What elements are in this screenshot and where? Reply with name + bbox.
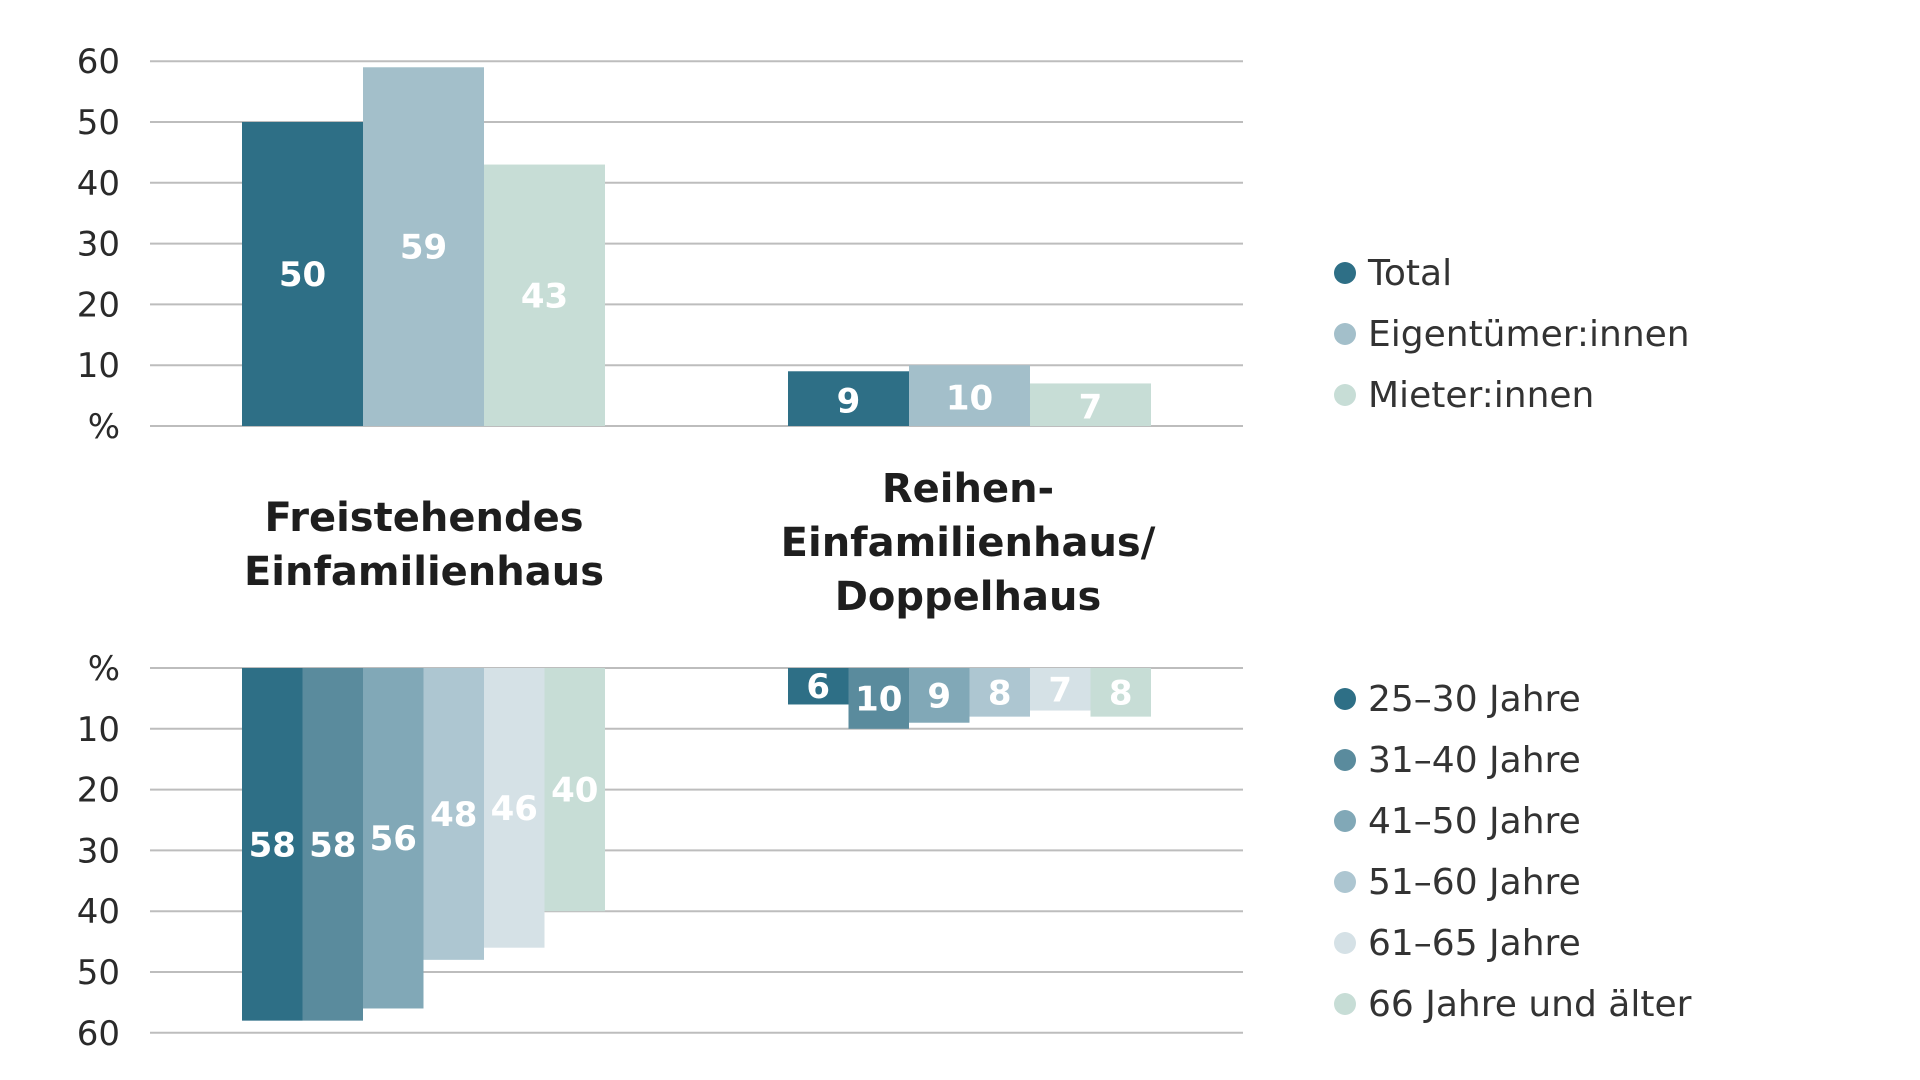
- legend-label: Eigentümer:innen: [1368, 314, 1690, 355]
- data-label: 8: [988, 673, 1012, 713]
- data-label: 59: [400, 228, 447, 268]
- legend-label: 41–50 Jahre: [1368, 801, 1581, 842]
- category-label-line: Einfamilienhaus/: [781, 520, 1156, 566]
- y-tick-label: 30: [77, 831, 120, 871]
- legend-marker: [1334, 323, 1356, 345]
- legend-marker: [1334, 384, 1356, 406]
- bar: [969, 668, 1030, 717]
- legend-label: 31–40 Jahre: [1368, 740, 1581, 781]
- category-label-line: Doppelhaus: [835, 574, 1102, 620]
- bar: [242, 122, 363, 426]
- bar: [788, 668, 849, 705]
- data-label: 40: [551, 771, 598, 811]
- y-tick-label: 60: [77, 1014, 120, 1054]
- data-label: 48: [430, 795, 477, 835]
- data-label: 56: [370, 819, 417, 859]
- bar: [848, 668, 909, 729]
- y-tick-label: 60: [77, 42, 120, 82]
- bar: [242, 668, 303, 1021]
- bar: [1030, 668, 1091, 711]
- legend-label: 66 Jahre und älter: [1368, 984, 1692, 1025]
- bar: [484, 164, 605, 426]
- legend-marker: [1334, 749, 1356, 771]
- y-tick-label: 50: [77, 103, 120, 143]
- data-label: 7: [1048, 670, 1072, 710]
- data-label: 58: [249, 825, 296, 865]
- legend-label: 61–65 Jahre: [1368, 923, 1581, 964]
- bar: [544, 668, 605, 912]
- y-tick-label: 10: [77, 710, 120, 750]
- y-tick-label: 30: [77, 225, 120, 265]
- y-tick-label: 20: [77, 771, 120, 811]
- bar: [363, 668, 424, 1009]
- bottom-panel-chart: % 10 20 30 40 50 60 58 6 58 10 56 9 48 8 46 7 40 8: [77, 649, 1243, 1054]
- bar: [423, 668, 484, 960]
- legend-marker: [1334, 262, 1356, 284]
- bar: [484, 668, 545, 948]
- y-tick-label: 20: [77, 285, 120, 325]
- category-label-line: Freistehendes: [264, 495, 583, 541]
- data-label: 58: [309, 825, 356, 865]
- y-tick-label: 40: [77, 164, 120, 204]
- legend-marker: [1334, 993, 1356, 1015]
- data-label: 9: [837, 382, 861, 422]
- legend-marker: [1334, 871, 1356, 893]
- bar: [1090, 668, 1151, 717]
- data-label: 7: [1079, 388, 1103, 428]
- data-label: 43: [521, 276, 568, 316]
- bar: [1030, 383, 1151, 426]
- data-label: 46: [491, 789, 538, 829]
- bar: [909, 365, 1030, 426]
- legend-top: Total Eigentümer:innen Mieter:innen: [1334, 253, 1690, 416]
- top-panel-chart: 60 50 40 30 20 10% 50 9 59 10 43 7: [77, 42, 1243, 447]
- y-tick-label: 10: [77, 346, 120, 386]
- legend-label: 51–60 Jahre: [1368, 862, 1581, 903]
- bar: [788, 371, 909, 426]
- category-labels: Freistehendes Einfamilienhaus Reihen- Einfa…: [244, 466, 1156, 620]
- legend-marker: [1334, 810, 1356, 832]
- legend-label: Total: [1367, 253, 1452, 294]
- data-label: 10: [946, 379, 993, 419]
- data-label: 50: [279, 255, 326, 295]
- category-label-line: Reihen-: [882, 466, 1054, 512]
- y-tick-label: 50: [77, 953, 120, 993]
- y-tick-label: 40: [77, 892, 120, 932]
- legend-label: 25–30 Jahre: [1368, 679, 1581, 720]
- legend-label: Mieter:innen: [1368, 375, 1594, 416]
- bar: [909, 668, 970, 723]
- data-label: 8: [1109, 673, 1133, 713]
- legend-bottom: 25–30 Jahre 31–40 Jahre 41–50 Jahre 51–60 J…: [1334, 679, 1692, 1025]
- legend-marker: [1334, 932, 1356, 954]
- bar: [363, 67, 484, 426]
- data-label: 10: [855, 679, 902, 719]
- unit-label: %: [88, 407, 120, 447]
- legend-marker: [1334, 688, 1356, 710]
- bar: [302, 668, 363, 1021]
- data-label: 6: [806, 667, 830, 707]
- data-label: 9: [927, 676, 951, 716]
- category-label-line: Einfamilienhaus: [244, 549, 604, 595]
- unit-label: %: [88, 649, 120, 689]
